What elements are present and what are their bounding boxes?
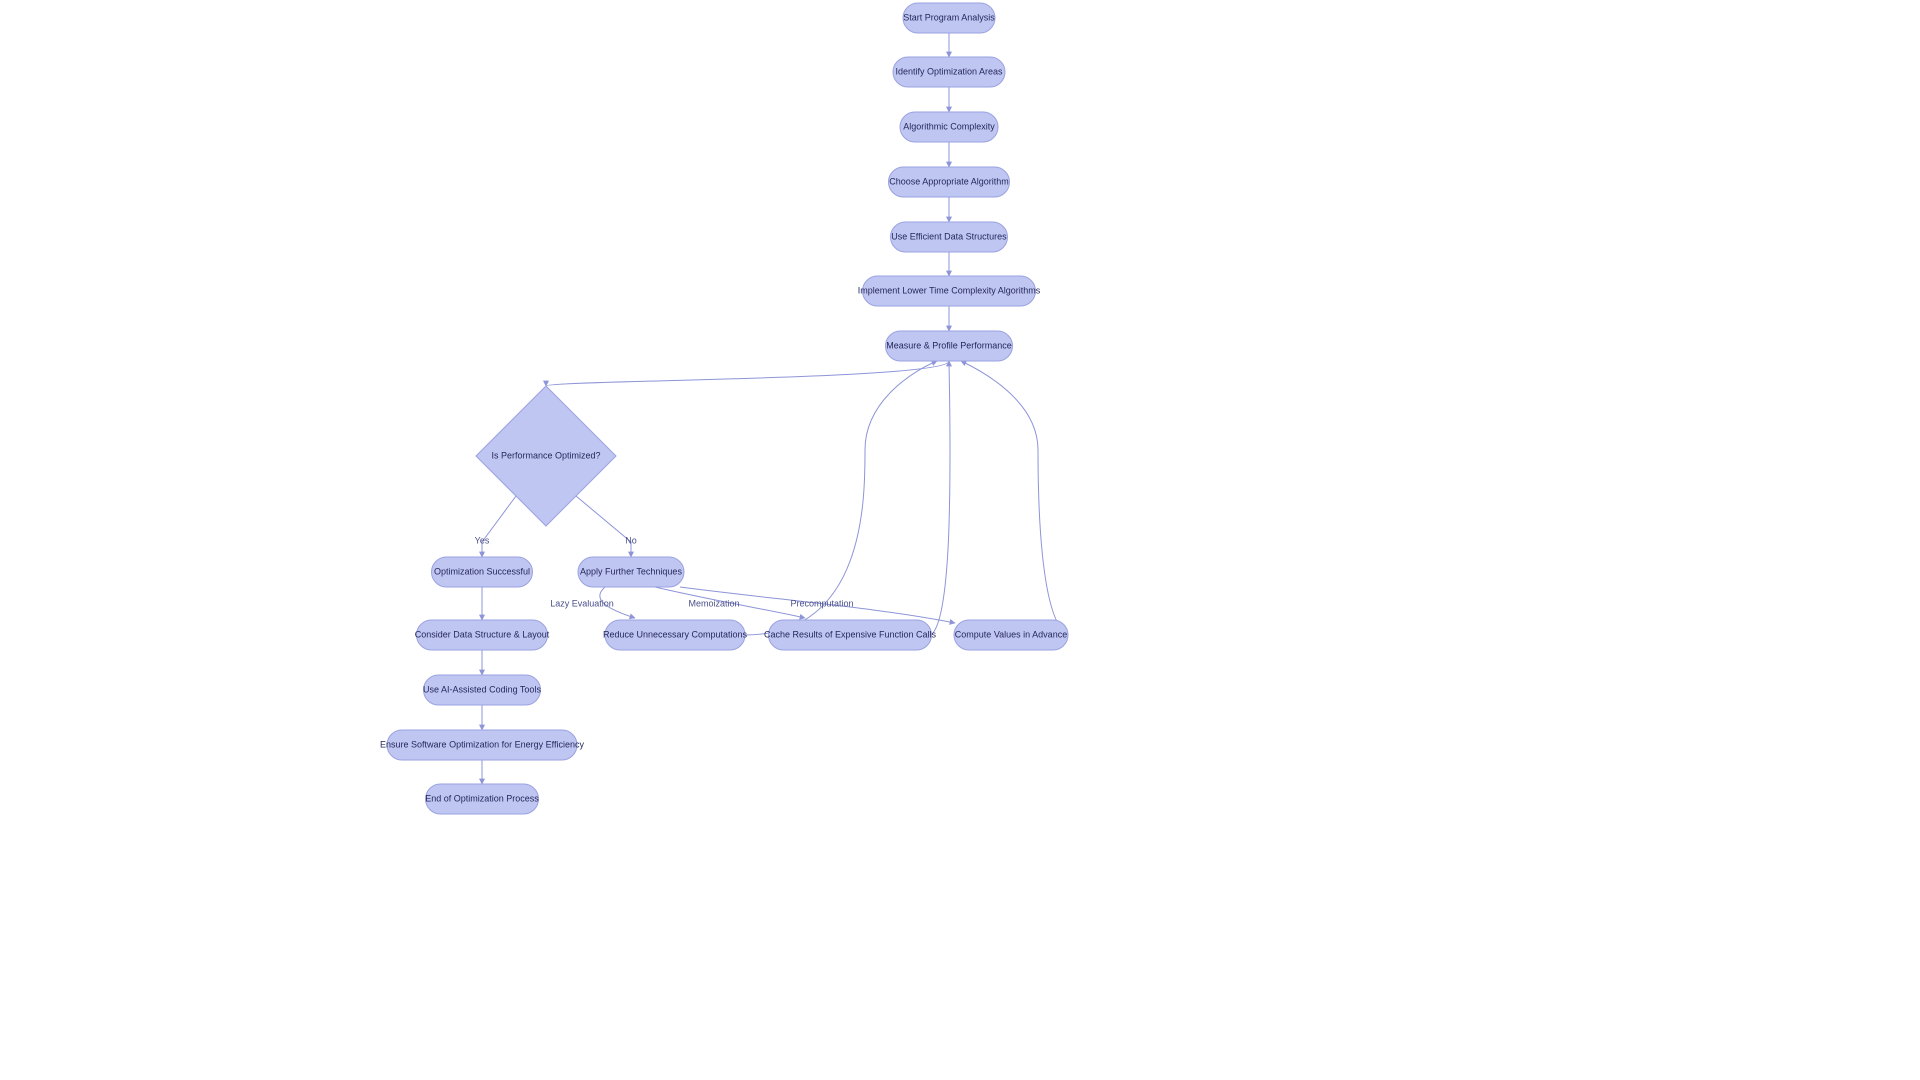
node-label: Optimization Successful — [434, 566, 530, 576]
node-label: Implement Lower Time Complexity Algorith… — [858, 285, 1041, 295]
edge — [745, 361, 937, 635]
flowchart-node: Apply Further Techniques — [578, 557, 684, 587]
node-label: Use Efficient Data Structures — [891, 231, 1007, 241]
flowchart-node: Use AI-Assisted Coding Tools — [423, 675, 541, 705]
flowchart-node: Is Performance Optimized? — [476, 386, 616, 526]
edge-label: Yes — [475, 535, 490, 545]
node-label: Choose Appropriate Algorithm — [889, 176, 1009, 186]
edge-label: Lazy Evaluation — [550, 598, 614, 608]
node-label: Algorithmic Complexity — [903, 121, 995, 131]
edge-label: Precomputation — [790, 598, 853, 608]
flowchart-node: Choose Appropriate Algorithm — [889, 167, 1010, 197]
node-label: End of Optimization Process — [425, 793, 539, 803]
edge — [546, 361, 949, 386]
edge-label: No — [625, 535, 637, 545]
flowchart-node: Consider Data Structure & Layout — [415, 620, 550, 650]
flowchart-node: End of Optimization Process — [425, 784, 539, 814]
node-label: Ensure Software Optimization for Energy … — [380, 739, 584, 749]
edge-label: Memoization — [688, 598, 739, 608]
flowchart-node: Start Program Analysis — [903, 3, 995, 33]
node-label: Start Program Analysis — [903, 12, 995, 22]
flowchart-node: Reduce Unnecessary Computations — [603, 620, 748, 650]
node-label: Reduce Unnecessary Computations — [603, 629, 748, 639]
edge — [576, 496, 631, 557]
node-label: Is Performance Optimized? — [491, 450, 600, 460]
node-label: Measure & Profile Performance — [886, 340, 1012, 350]
flowchart-node: Use Efficient Data Structures — [891, 222, 1008, 252]
flowchart-node: Optimization Successful — [432, 557, 533, 587]
flowchart-node: Ensure Software Optimization for Energy … — [380, 730, 584, 760]
node-label: Identify Optimization Areas — [895, 66, 1003, 76]
node-label: Apply Further Techniques — [580, 566, 682, 576]
flowchart-node: Cache Results of Expensive Function Call… — [764, 620, 937, 650]
flowchart-canvas: Start Program Analysis Identify Optimizat… — [0, 0, 1920, 1080]
edge — [931, 361, 950, 635]
flowchart-node: Algorithmic Complexity — [900, 112, 998, 142]
node-label: Consider Data Structure & Layout — [415, 629, 550, 639]
flowchart-node: Identify Optimization Areas — [893, 57, 1005, 87]
flowchart-node: Measure & Profile Performance — [886, 331, 1013, 361]
node-label: Use AI-Assisted Coding Tools — [423, 684, 541, 694]
edge — [961, 361, 1068, 635]
flowchart-node: Compute Values in Advance — [954, 620, 1068, 650]
edge — [482, 496, 516, 557]
node-label: Cache Results of Expensive Function Call… — [764, 629, 937, 639]
node-label: Compute Values in Advance — [955, 629, 1067, 639]
flowchart-node: Implement Lower Time Complexity Algorith… — [858, 276, 1041, 306]
